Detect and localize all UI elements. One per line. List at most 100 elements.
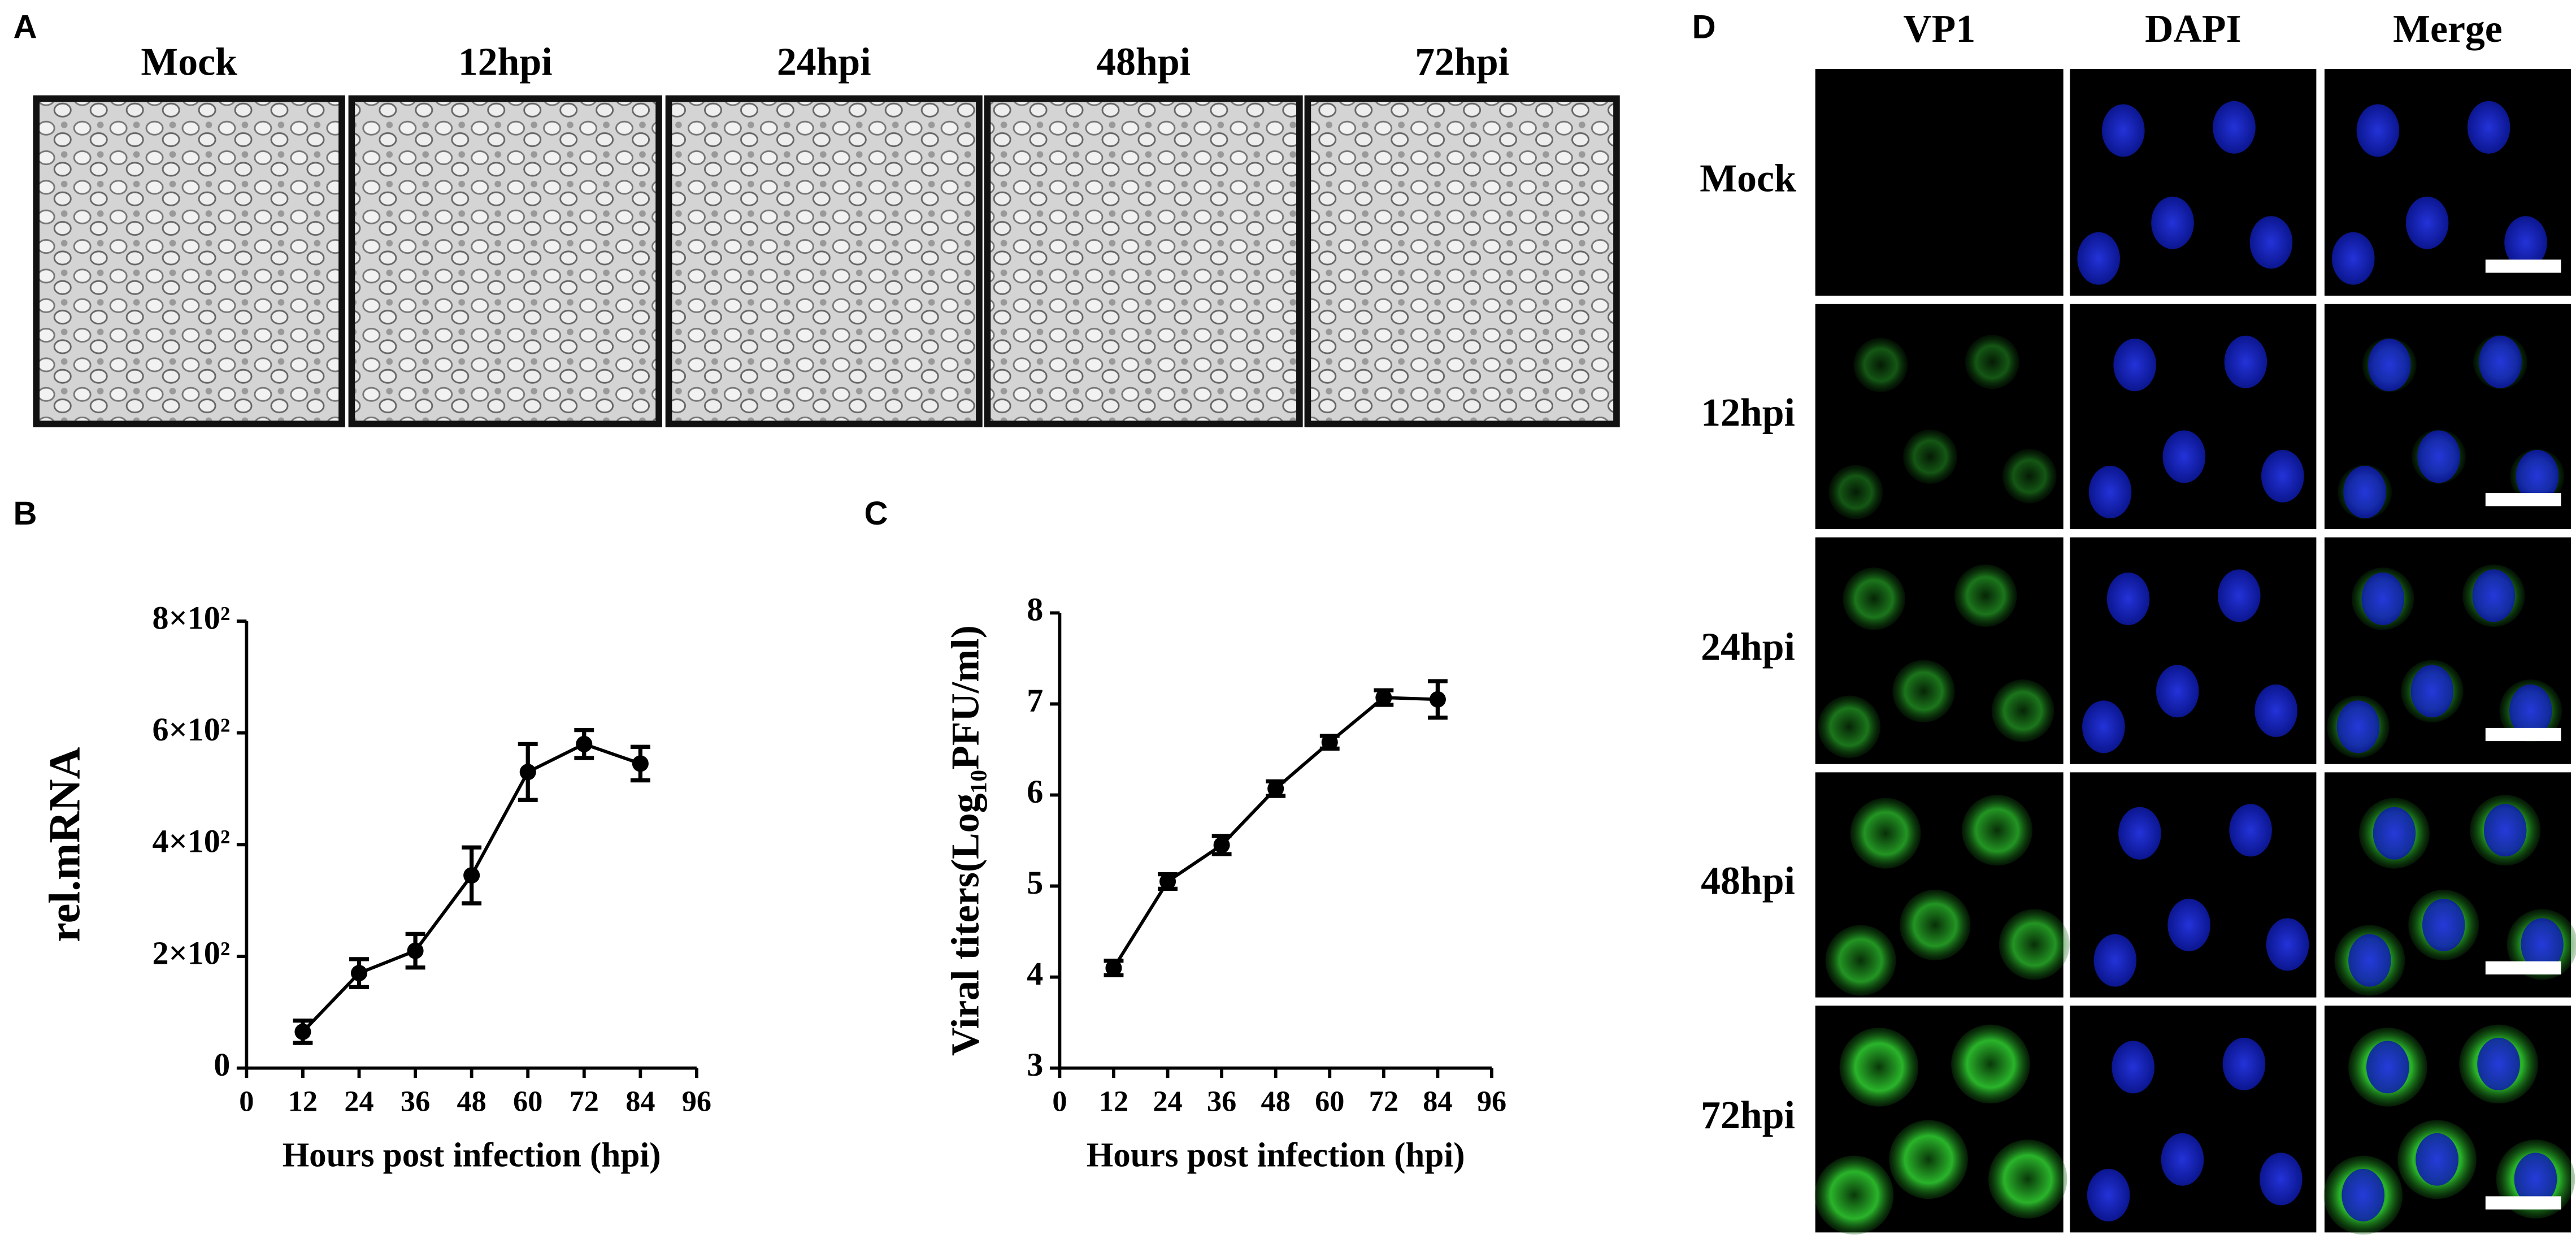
scale-bar [2485, 259, 2561, 273]
nucleus [2366, 1041, 2409, 1094]
panel-label: D [1692, 9, 1716, 46]
column-title: 12hpi [458, 40, 553, 84]
nucleus [2477, 1037, 2520, 1090]
vp1-signal [1962, 795, 2033, 866]
x-tick-label: 12 [288, 1085, 318, 1118]
nucleus [2356, 104, 2400, 157]
nucleus [2254, 684, 2297, 737]
nucleus [2472, 569, 2516, 622]
panel-label: B [14, 495, 37, 532]
nucleus [2368, 339, 2411, 392]
scale-bar [2485, 493, 2561, 506]
micrograph [33, 95, 345, 427]
vp1-signal [1828, 465, 1883, 519]
y-axis-label: rel.mRNA [40, 747, 89, 942]
column-title: 72hpi [1415, 40, 1509, 84]
vp1-signal [1850, 798, 1921, 869]
x-tick-label: 0 [1052, 1085, 1067, 1118]
x-axis-label: Hours post infection (hpi) [283, 1137, 661, 1175]
x-tick-label: 72 [570, 1085, 599, 1118]
nucleus [2113, 339, 2156, 392]
nucleus [2161, 1133, 2204, 1186]
scale-bar [2485, 961, 2561, 974]
y-tick-label: 6 [1027, 773, 1043, 810]
nucleus [2229, 804, 2272, 857]
vp1-signal [1999, 909, 2070, 980]
y-tick-label: 0 [214, 1046, 230, 1083]
nucleus [2422, 898, 2465, 951]
x-tick-label: 84 [625, 1085, 655, 1118]
y-tick-label: 5 [1027, 864, 1043, 901]
nucleus [2260, 1153, 2303, 1206]
panel-label: C [864, 495, 888, 532]
nucleus [2217, 569, 2261, 622]
x-tick-label: 48 [1261, 1085, 1291, 1118]
column-title: 48hpi [1096, 40, 1191, 84]
nucleus [2405, 196, 2449, 249]
nucleus [2332, 232, 2375, 285]
vp1-signal [1839, 1028, 1919, 1107]
micrograph [665, 95, 983, 427]
nucleus [2222, 1037, 2266, 1090]
nucleus [2213, 101, 2256, 154]
x-tick-label: 36 [401, 1085, 430, 1118]
column-title: 24hpi [777, 40, 871, 84]
x-tick-label: 96 [682, 1085, 711, 1118]
column-title: Merge [2393, 7, 2503, 51]
y-tick-label: 4×10² [153, 823, 231, 860]
nucleus [2373, 807, 2416, 860]
nucleus [2249, 216, 2293, 269]
vp1-signal [1991, 679, 2054, 742]
x-tick-label: 48 [457, 1085, 486, 1118]
data-point [1213, 837, 1230, 854]
nucleus [2087, 1168, 2130, 1221]
y-tick-label: 6×10² [153, 711, 231, 748]
scale-bar [2485, 727, 2561, 742]
x-tick-label: 72 [1369, 1085, 1398, 1118]
y-tick-label: 4 [1027, 955, 1043, 992]
vp1-signal [1951, 1024, 2030, 1104]
vp1-signal [1903, 429, 1958, 484]
x-tick-label: 24 [344, 1085, 373, 1118]
data-point [350, 965, 368, 982]
nucleus [2156, 665, 2199, 718]
nucleus [2343, 466, 2386, 519]
nucleus [2261, 449, 2304, 502]
micrograph [348, 95, 662, 427]
y-tick-label: 2×10² [153, 934, 231, 971]
nucleus [2088, 466, 2132, 519]
x-tick-label: 24 [1153, 1085, 1182, 1118]
y-tick-label: 3 [1027, 1046, 1043, 1083]
data-point [519, 764, 536, 781]
nucleus [2266, 918, 2309, 971]
data-point [1429, 691, 1446, 708]
data-point [1375, 689, 1392, 706]
nucleus [2077, 232, 2120, 285]
row-title: 48hpi [1701, 860, 1795, 903]
y-tick-label: 7 [1027, 682, 1043, 719]
nucleus [2112, 1041, 2155, 1094]
data-point [1159, 873, 1176, 890]
nucleus [2467, 101, 2510, 154]
data-point [632, 755, 649, 772]
vp1-signal [1889, 1120, 1968, 1199]
x-tick-label: 0 [239, 1085, 254, 1118]
micrograph [984, 95, 1303, 427]
data-point [1321, 734, 1338, 751]
nucleus [2151, 196, 2194, 249]
nucleus [2483, 804, 2527, 857]
nucleus [2509, 684, 2552, 737]
nucleus [2167, 898, 2210, 951]
vp1-signal [1843, 567, 1905, 630]
nucleus [2410, 665, 2454, 718]
row-title: 24hpi [1701, 625, 1795, 669]
column-title: VP1 [1903, 7, 1975, 51]
vp1-signal [1892, 660, 1955, 722]
x-axis-label: Hours post infection (hpi) [1087, 1137, 1465, 1175]
vp1-signal [1853, 337, 1908, 392]
nucleus [2361, 572, 2404, 625]
y-axis-label: Viral titers(Log₁₀PFU/ml) [944, 625, 988, 1056]
row-title: Mock [1700, 157, 1796, 201]
